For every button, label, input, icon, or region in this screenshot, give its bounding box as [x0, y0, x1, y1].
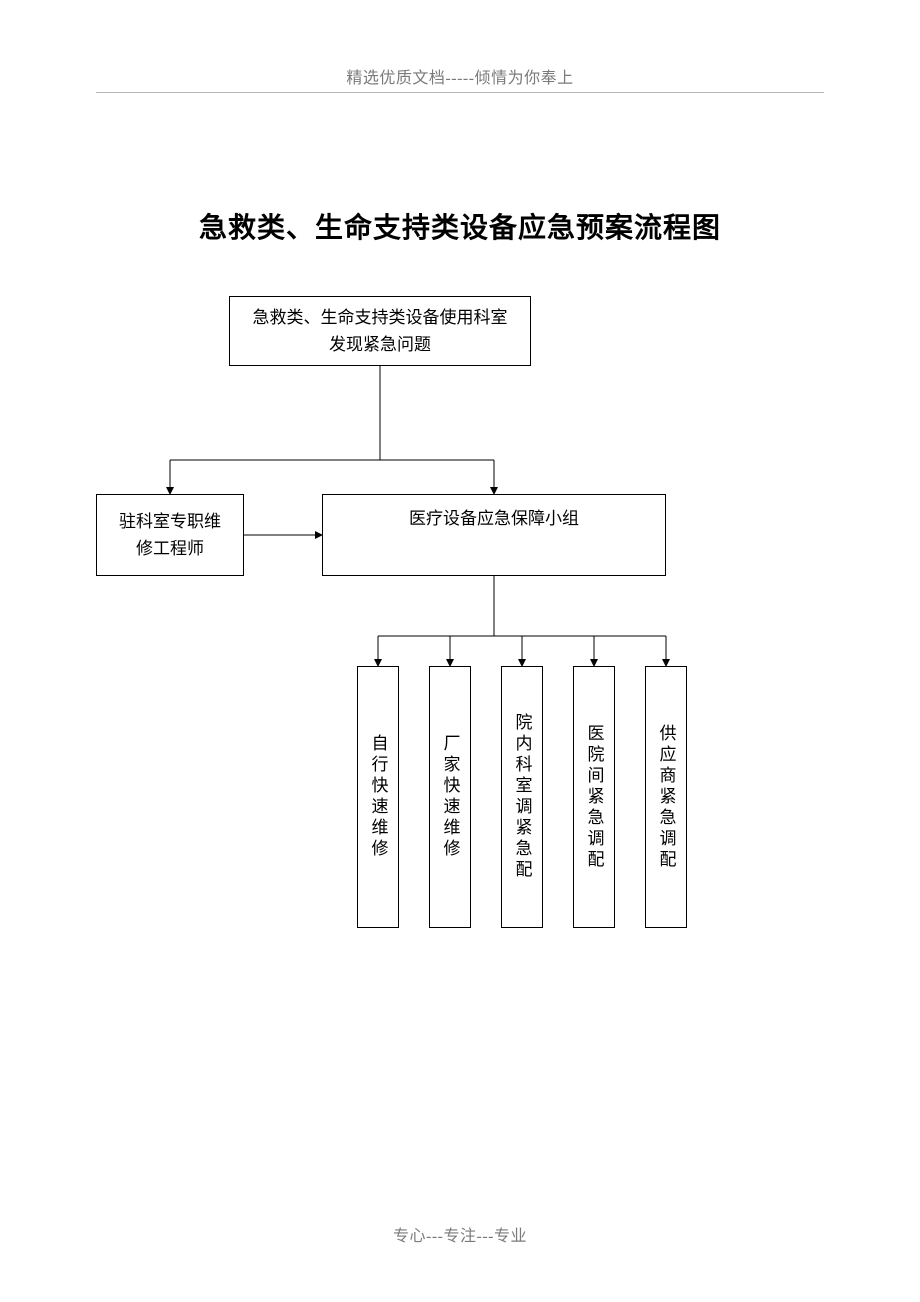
- node-leaf-4: 医院间紧急调配: [573, 666, 615, 928]
- node-engineer-line1: 驻科室专职维: [119, 512, 221, 531]
- node-leaf-5: 供应商紧急调配: [645, 666, 687, 928]
- node-engineer-line2: 修工程师: [136, 539, 204, 558]
- node-top-line2: 发现紧急问题: [329, 335, 431, 354]
- page-title: 急救类、生命支持类设备应急预案流程图: [0, 206, 920, 246]
- node-group-label: 医疗设备应急保障小组: [409, 505, 579, 532]
- header-rule: [96, 92, 824, 93]
- node-group: 医疗设备应急保障小组: [322, 494, 666, 576]
- edges-layer: [0, 0, 920, 1302]
- node-engineer: 驻科室专职维 修工程师: [96, 494, 244, 576]
- node-leaf-2: 厂家快速维修: [429, 666, 471, 928]
- node-top-line1: 急救类、生命支持类设备使用科室: [253, 308, 508, 327]
- page-header: 精选优质文档-----倾情为你奉上: [0, 64, 920, 88]
- node-leaf-3: 院内科室调紧急配: [501, 666, 543, 928]
- node-top: 急救类、生命支持类设备使用科室 发现紧急问题: [229, 296, 531, 366]
- page-footer: 专心---专注---专业: [0, 1222, 920, 1246]
- node-leaf-1: 自行快速维修: [357, 666, 399, 928]
